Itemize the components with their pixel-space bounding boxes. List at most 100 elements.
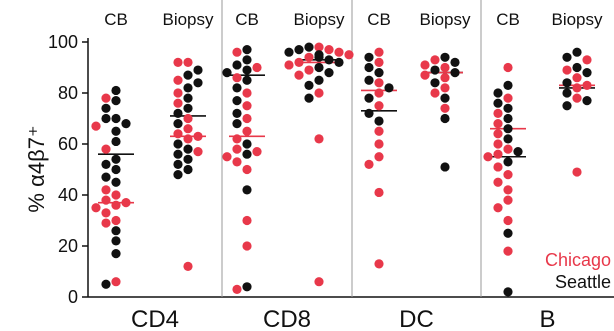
data-point-chicago [193, 147, 203, 157]
data-point-chicago [440, 83, 450, 93]
data-point-chicago [374, 57, 384, 67]
data-point-chicago [374, 152, 384, 162]
data-point-chicago [111, 200, 121, 210]
data-point-chicago [440, 73, 450, 83]
data-point-chicago [101, 144, 111, 154]
data-point-chicago [173, 57, 183, 67]
data-point-chicago [121, 198, 131, 208]
data-point-seattle [314, 75, 324, 85]
data-point-chicago [420, 70, 430, 80]
group-label-biopsy: Biopsy [293, 10, 345, 29]
data-point-seattle [232, 119, 242, 129]
data-point-seattle [304, 93, 314, 103]
data-point-seattle [284, 47, 294, 57]
data-point-seattle [503, 228, 513, 238]
y-tick-label: 20 [58, 236, 78, 256]
data-point-chicago [493, 162, 503, 172]
data-point-seattle [562, 101, 572, 111]
group-label-cb: CB [496, 10, 520, 29]
group-label-biopsy: Biopsy [162, 10, 214, 29]
data-point-chicago [430, 88, 440, 98]
data-point-seattle [572, 62, 582, 73]
data-point-seattle [364, 62, 374, 73]
data-point-chicago [493, 119, 503, 129]
data-point-chicago [173, 129, 183, 139]
data-point-seattle [324, 68, 334, 78]
data-point-seattle [111, 164, 121, 175]
data-point-seattle [384, 83, 394, 93]
data-point-chicago [173, 88, 183, 98]
data-point-seattle [324, 55, 334, 65]
data-point-chicago [232, 284, 242, 294]
y-tick-label: 100 [48, 32, 78, 52]
data-point-chicago [183, 134, 193, 144]
panel-label-dc: DC [399, 306, 434, 331]
data-point-chicago [503, 62, 513, 73]
data-point-seattle [111, 113, 121, 124]
data-point-seattle [562, 78, 572, 88]
data-point-seattle [121, 119, 131, 129]
data-point-chicago [562, 65, 572, 75]
panel-dividers [221, 0, 482, 297]
data-point-chicago [503, 185, 513, 195]
data-point-seattle [111, 154, 121, 164]
data-point-seattle [513, 147, 523, 157]
data-point-chicago [440, 62, 450, 73]
data-point-seattle [450, 68, 460, 78]
data-point-chicago [572, 83, 582, 93]
data-point-seattle [111, 85, 121, 96]
data-point-seattle [183, 83, 193, 93]
data-point-chicago [101, 218, 111, 228]
data-point-chicago [344, 50, 354, 60]
data-point-seattle [304, 80, 314, 90]
data-points [91, 42, 592, 297]
data-point-seattle [101, 172, 111, 182]
data-point-chicago [242, 241, 252, 251]
data-point-chicago [242, 88, 252, 98]
data-point-chicago [252, 147, 262, 157]
data-point-chicago [101, 93, 111, 103]
data-point-seattle [430, 78, 440, 88]
data-point-chicago [374, 259, 384, 269]
data-point-chicago [173, 75, 183, 85]
data-point-chicago [483, 152, 493, 162]
data-point-chicago [242, 164, 252, 175]
data-point-seattle [232, 60, 242, 70]
data-point-chicago [493, 177, 503, 187]
data-point-chicago [374, 78, 384, 88]
data-point-chicago [374, 187, 384, 198]
data-point-seattle [440, 93, 450, 103]
data-point-seattle [183, 103, 193, 113]
data-point-seattle [493, 88, 503, 98]
data-point-seattle [173, 108, 183, 118]
data-point-chicago [242, 101, 252, 111]
data-point-seattle [242, 185, 252, 195]
data-point-chicago [582, 55, 592, 65]
y-tick-label: 60 [58, 134, 78, 154]
data-point-seattle [183, 93, 193, 103]
data-point-seattle [562, 52, 572, 62]
group-label-cb: CB [235, 10, 259, 29]
data-point-seattle [173, 159, 183, 169]
data-point-chicago [503, 195, 513, 205]
data-point-chicago [364, 159, 374, 169]
data-point-seattle [440, 52, 450, 62]
data-point-seattle [294, 45, 304, 55]
data-point-chicago [232, 47, 242, 57]
data-point-seattle [503, 124, 513, 134]
data-point-chicago [304, 52, 314, 62]
data-point-seattle [242, 139, 252, 149]
data-point-chicago [111, 215, 121, 226]
y-tick-label: 80 [58, 83, 78, 103]
panel-label-b: B [539, 306, 555, 331]
data-point-seattle [193, 78, 203, 88]
data-point-chicago [314, 88, 324, 98]
data-point-seattle [111, 226, 121, 236]
data-point-seattle [232, 83, 242, 93]
median-lines [98, 59, 595, 204]
data-point-seattle [183, 164, 193, 175]
data-point-seattle [173, 139, 183, 149]
data-point-chicago [242, 126, 252, 136]
data-point-chicago [493, 108, 503, 118]
